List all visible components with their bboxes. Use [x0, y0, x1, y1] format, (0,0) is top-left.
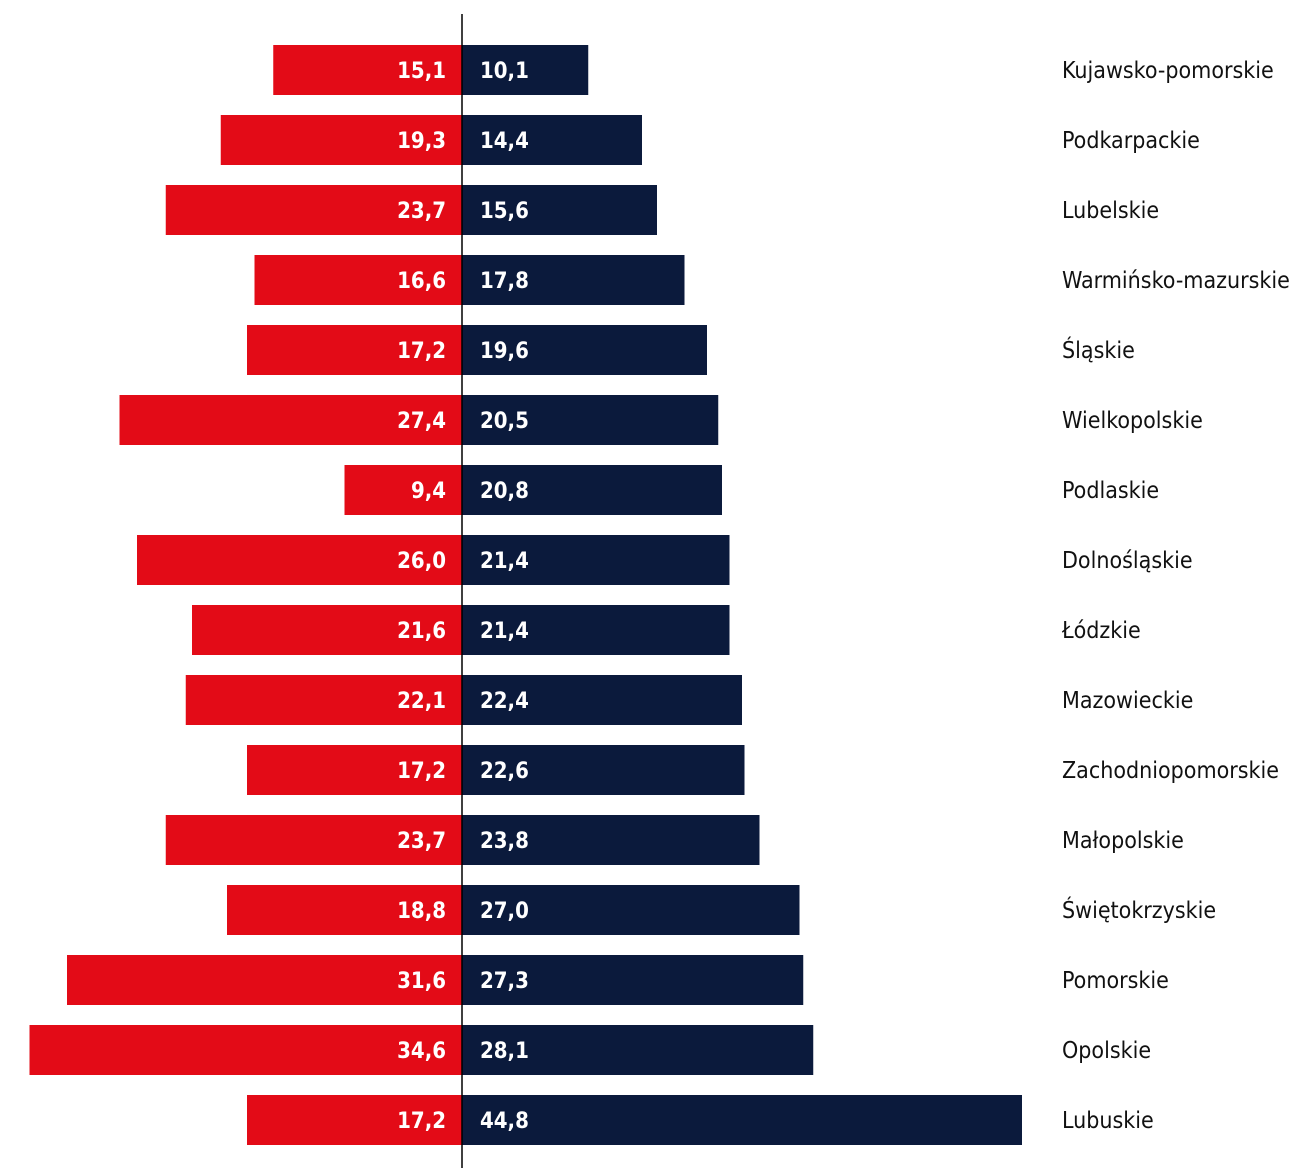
right-value-label: 22,4: [480, 689, 529, 714]
left-bar: [344, 465, 462, 515]
left-bar: [247, 325, 462, 375]
left-value-label: 17,2: [397, 759, 446, 784]
left-value-label: 17,2: [397, 339, 446, 364]
right-value-label: 15,6: [480, 199, 529, 224]
left-bar: [247, 1095, 462, 1145]
right-bar: [462, 1025, 814, 1075]
left-bar: [192, 605, 462, 655]
right-bar: [462, 185, 657, 235]
left-value-label: 26,0: [397, 549, 446, 574]
right-bar: [462, 395, 719, 445]
left-value-label: 18,8: [397, 899, 446, 924]
right-value-label: 44,8: [480, 1109, 529, 1134]
category-labels: Kujawsko-pomorskie Podkarpackie Lubelskie W…: [1061, 58, 1290, 1134]
left-bar: [67, 955, 462, 1005]
right-value-label: 28,1: [480, 1039, 529, 1064]
left-bar: [273, 45, 462, 95]
category-label: Lubelskie: [1062, 198, 1159, 224]
right-bar: [462, 955, 804, 1005]
left-bar: [254, 255, 462, 305]
right-value-label: 21,4: [480, 619, 529, 644]
right-bar: [462, 465, 722, 515]
right-bar: [462, 45, 589, 95]
left-value-label: 27,4: [397, 409, 446, 434]
right-value-label: 14,4: [480, 129, 529, 154]
right-value-label: 23,8: [480, 829, 529, 854]
right-bar: [462, 745, 745, 795]
right-value-label: 22,6: [480, 759, 529, 784]
right-value-label: 20,8: [480, 479, 529, 504]
category-label: Lubuskie: [1062, 1108, 1154, 1134]
right-bar: [462, 885, 800, 935]
right-bar: [462, 115, 642, 165]
category-label: Wielkopolskie: [1062, 408, 1203, 434]
category-label: Kujawsko-pomorskie: [1062, 58, 1274, 84]
category-label: Podkarpackie: [1062, 128, 1200, 154]
left-value-label: 31,6: [397, 969, 446, 994]
left-value-label: 22,1: [397, 689, 446, 714]
category-label: Podlaskie: [1062, 478, 1159, 504]
right-bar: [462, 535, 730, 585]
category-label: Łódzkie: [1061, 618, 1141, 644]
left-bar: [119, 395, 462, 445]
right-bar: [462, 605, 730, 655]
right-bar: [462, 255, 685, 305]
category-label: Mazowieckie: [1062, 688, 1193, 714]
category-label: Zachodniopomorskie: [1062, 758, 1279, 784]
right-value-label: 20,5: [480, 409, 529, 434]
left-bar: [165, 185, 462, 235]
category-label: Świętokrzyskie: [1062, 896, 1216, 924]
category-label: Dolnośląskie: [1062, 548, 1193, 574]
category-label: Warmińsko-mazurskie: [1062, 268, 1290, 294]
left-bar: [227, 885, 462, 935]
left-bar: [220, 115, 462, 165]
right-bar: [462, 675, 742, 725]
category-label: Śląskie: [1062, 336, 1135, 364]
left-value-label: 23,7: [397, 199, 446, 224]
category-label: Małopolskie: [1062, 828, 1184, 854]
right-bar: [462, 815, 760, 865]
right-bar: [462, 325, 707, 375]
right-bar: [462, 1095, 1022, 1145]
right-value-label: 17,8: [480, 269, 529, 294]
left-value-label: 19,3: [397, 129, 446, 154]
left-value-label: 15,1: [397, 59, 446, 84]
left-value-label: 9,4: [411, 479, 446, 504]
left-bar: [137, 535, 462, 585]
left-value-label: 34,6: [397, 1039, 446, 1064]
left-series-labels: 15,1 19,3 23,7 16,6 17,2 27,4 9,4 26,0 21,6 22,1 1…: [397, 59, 446, 1134]
left-value-label: 23,7: [397, 829, 446, 854]
right-value-label: 27,3: [480, 969, 529, 994]
right-value-label: 19,6: [480, 339, 529, 364]
left-series-bars: [29, 45, 462, 1145]
category-label: Opolskie: [1062, 1038, 1151, 1064]
right-value-label: 21,4: [480, 549, 529, 574]
left-bar: [247, 745, 462, 795]
category-label: Pomorskie: [1062, 968, 1169, 994]
left-value-label: 17,2: [397, 1109, 446, 1134]
left-bar: [29, 1025, 462, 1075]
left-value-label: 16,6: [397, 269, 446, 294]
right-series-labels: 10,1 14,4 15,6 17,8 19,6 20,5 20,8 21,4 21,4 22,4…: [480, 59, 529, 1134]
right-value-label: 27,0: [480, 899, 529, 924]
left-bar: [165, 815, 462, 865]
left-bar: [185, 675, 462, 725]
right-value-label: 10,1: [480, 59, 529, 84]
left-value-label: 21,6: [397, 619, 446, 644]
right-series-bars: [462, 45, 1022, 1145]
